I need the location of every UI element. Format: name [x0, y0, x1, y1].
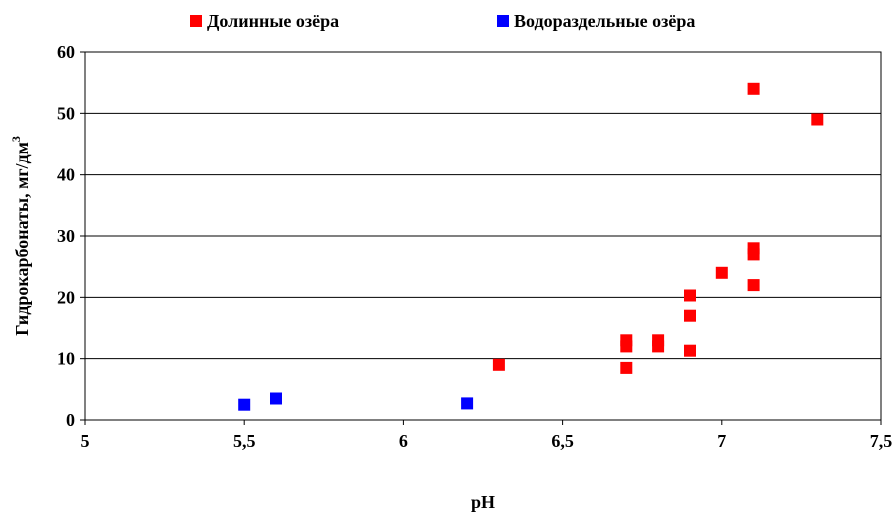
data-point-valley-lakes [715, 266, 728, 279]
data-point-valley-lakes [620, 361, 633, 374]
data-point-valley-lakes [747, 242, 760, 255]
x-tick-label: 6,5 [551, 431, 574, 451]
y-tick-label: 0 [66, 410, 75, 430]
y-axis-title: Гидрокарбонаты, мг/дм3 [9, 136, 32, 336]
data-point-valley-lakes [684, 309, 696, 322]
y-tick-label: 40 [57, 165, 75, 185]
data-point-watershed-lakes [461, 397, 474, 410]
data-points [238, 82, 824, 411]
data-point-watershed-lakes [238, 398, 251, 411]
legend-label-valley-lakes: Долинные озёра [207, 11, 339, 31]
y-axis-ticks: 0 10 20 30 40 50 60 [57, 42, 85, 430]
y-gridlines [85, 112, 881, 360]
x-axis-ticks: 5 5,5 6 6,5 7 7,5 [81, 420, 893, 451]
x-tick-label: 7 [717, 431, 726, 451]
legend-item-watershed-lakes: Водораздельные озёра [497, 11, 695, 31]
legend-swatch-valley-lakes [190, 15, 202, 27]
data-point-valley-lakes [492, 358, 505, 371]
y-tick-label: 50 [57, 103, 75, 123]
legend-swatch-watershed-lakes [497, 15, 509, 27]
y-tick-label: 10 [57, 349, 75, 369]
data-point-valley-lakes [684, 289, 696, 302]
x-tick-label: 7,5 [870, 431, 893, 451]
legend-label-watershed-lakes: Водораздельные озёра [514, 11, 695, 31]
data-point-valley-lakes [747, 279, 760, 292]
y-tick-label: 60 [57, 42, 75, 62]
y-axis-title-superscript: 3 [9, 136, 23, 142]
data-point-valley-lakes [684, 344, 696, 357]
data-point-valley-lakes [811, 113, 824, 126]
legend: Долинные озёра Водораздельные озёра [190, 11, 695, 31]
y-tick-label: 20 [57, 287, 75, 307]
y-tick-label: 30 [57, 226, 75, 246]
x-tick-label: 5 [81, 431, 90, 451]
y-axis-title-text: Гидрокарбонаты, мг/дм [12, 142, 32, 336]
data-point-watershed-lakes [270, 392, 282, 405]
x-tick-label: 6 [399, 431, 408, 451]
x-tick-label: 5,5 [233, 431, 256, 451]
x-axis-title: pH [471, 492, 495, 512]
data-point-valley-lakes [620, 334, 633, 347]
data-point-valley-lakes [747, 82, 760, 95]
data-point-valley-lakes [652, 334, 665, 347]
legend-item-valley-lakes: Долинные озёра [190, 11, 339, 31]
